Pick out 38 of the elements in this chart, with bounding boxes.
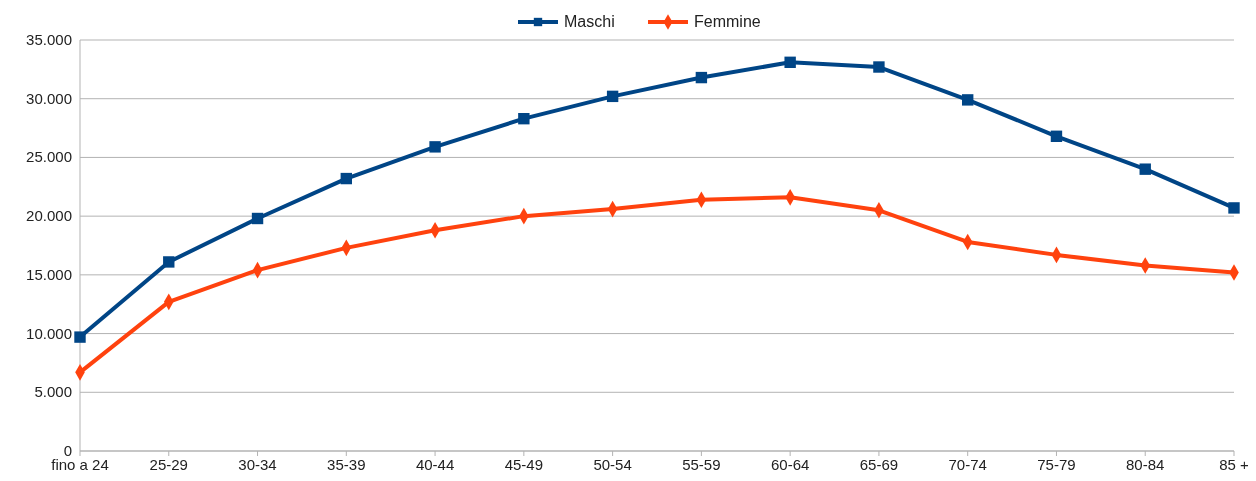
x-tick-label: 45-49: [504, 456, 544, 473]
y-tick-label: 25.000: [26, 148, 72, 166]
point: [695, 71, 708, 84]
x-tick-label: 70-74: [948, 456, 987, 473]
point: [251, 212, 264, 225]
y-tick-label: 30.000: [26, 89, 72, 107]
x-tick-label: 50-54: [593, 456, 632, 473]
x-tick-label: 25-29: [149, 456, 188, 473]
point: [74, 331, 86, 343]
y-tick-label: 5.000: [34, 383, 72, 401]
x-tick-label: 85 +: [1219, 456, 1250, 473]
point: [340, 172, 353, 185]
x-tick-label: 60-64: [770, 456, 810, 473]
x-tick-label: 65-69: [859, 456, 899, 473]
point: [429, 141, 441, 153]
x-tick-label: 35-39: [327, 456, 366, 473]
y-tick-label: 35.000: [26, 31, 72, 48]
point: [961, 94, 974, 106]
point: [784, 56, 796, 69]
point: [1050, 130, 1063, 142]
x-tick-label: 40-44: [415, 456, 455, 473]
x-tick-label: 30-34: [238, 456, 277, 473]
y-tick-label: 0: [63, 442, 72, 459]
x-tick-label: fino a 24: [51, 456, 109, 473]
point: [606, 90, 619, 103]
x-tick-label: 75-79: [1037, 456, 1076, 473]
point: [163, 256, 175, 268]
point: [1139, 163, 1151, 175]
y-tick-label: 15.000: [26, 265, 72, 283]
y-tick-label: 10.000: [26, 324, 72, 342]
x-tick-label: 80-84: [1126, 456, 1165, 473]
legend-label: Femmine: [694, 13, 761, 30]
point: [518, 112, 530, 125]
x-tick-label: 55-59: [682, 456, 721, 473]
point: [1228, 202, 1240, 214]
y-tick-label: 20.000: [26, 207, 72, 225]
legend-label: Maschi: [564, 13, 615, 30]
point: [873, 61, 885, 73]
